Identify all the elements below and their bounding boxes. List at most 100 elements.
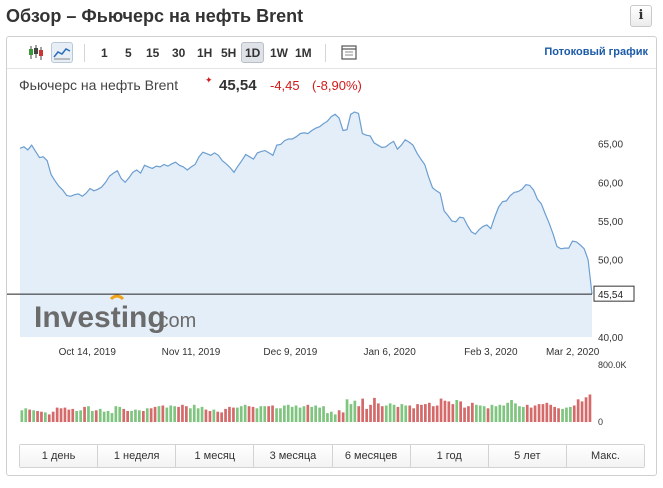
volume-tick-label: 0 (598, 417, 603, 427)
period-15-button[interactable]: 15 (146, 46, 160, 60)
volume-bar (428, 402, 431, 423)
volume-bar (420, 404, 423, 422)
volume-bar (177, 406, 180, 422)
volume-bar (431, 406, 435, 422)
instrument-price: 45,54 (219, 77, 257, 94)
toolbar-divider (325, 44, 326, 62)
streaming-chart-link[interactable]: Потоковый график (544, 46, 648, 58)
volume-bar (490, 404, 494, 422)
info-icon[interactable]: i (630, 5, 652, 27)
range-1-day-button[interactable]: 1 день (20, 445, 99, 467)
volume-bar (114, 406, 118, 422)
volume-bar (471, 402, 474, 423)
volume-bar (298, 407, 302, 422)
volume-bar (314, 405, 317, 422)
full-chart-icon[interactable] (338, 42, 360, 63)
period-1d-button[interactable]: 1D (241, 42, 265, 63)
volume-bar (557, 408, 560, 423)
range-1-month-button[interactable]: 1 месяц (176, 445, 255, 467)
volume-bar (310, 406, 314, 422)
volume-bar (161, 405, 165, 422)
range-max-button[interactable]: Макс. (566, 445, 644, 467)
volume-bar (208, 411, 212, 422)
instrument-change-percent: (-8,90%) (312, 78, 362, 93)
volume-bar (447, 401, 451, 422)
volume-bar (424, 404, 427, 422)
range-1-week-button[interactable]: 1 неделя (98, 445, 177, 467)
volume-bar (408, 405, 412, 422)
volume-bar (271, 405, 274, 422)
y-tick-label: 60,00 (598, 178, 623, 189)
volume-bar (545, 402, 549, 423)
range-3-months-button[interactable]: 3 месяца (254, 445, 333, 467)
volume-bar (290, 406, 294, 422)
volume-bar (59, 408, 63, 423)
area-chart-icon[interactable] (51, 42, 73, 63)
volume-bar (91, 411, 94, 422)
x-tick-label: Nov 11, 2019 (162, 347, 221, 358)
volume-bar (459, 401, 462, 422)
candlestick-chart-icon[interactable] (25, 42, 47, 63)
volume-bar (537, 404, 541, 422)
volume-bar (130, 411, 133, 422)
volume-bar (580, 401, 584, 422)
volume-bar (584, 397, 588, 423)
volume-bar (63, 407, 67, 422)
volume-bar (44, 412, 47, 422)
period-5h-button[interactable]: 5H (221, 46, 237, 60)
volume-bar (326, 413, 329, 422)
volume-bar (102, 411, 106, 422)
x-tick-label: Dec 9, 2019 (263, 347, 317, 358)
x-tick-label: Mar 2, 2020 (546, 347, 600, 358)
volume-bar (294, 405, 298, 422)
volume-bar (83, 406, 86, 422)
volume-bar (286, 404, 290, 422)
volume-bar (529, 407, 533, 422)
period-1-button[interactable]: 1 (101, 46, 108, 60)
volume-bar (20, 410, 24, 422)
volume-bar (228, 406, 231, 422)
volume-bar (149, 408, 153, 423)
volume-bar (67, 409, 71, 422)
volume-bar (576, 399, 580, 422)
volume-bar (142, 411, 145, 422)
volume-bar (455, 400, 459, 422)
range-1-year-button[interactable]: 1 год (410, 445, 489, 467)
volume-bar (349, 404, 353, 422)
volume-bar (569, 406, 572, 422)
volume-bar (71, 408, 75, 422)
volume-bar (32, 410, 35, 422)
x-tick-label: Jan 6, 2020 (364, 347, 417, 358)
volume-bar (236, 407, 239, 422)
x-tick-label: Oct 14, 2019 (59, 347, 117, 358)
volume-bar (439, 398, 443, 422)
volume-bar (400, 404, 404, 422)
period-5-button[interactable]: 5 (125, 46, 132, 60)
volume-bar (243, 404, 247, 422)
price-chart[interactable]: Investing.com 45,54 65,00 60,00 55,00 50,00 40… (7, 37, 656, 437)
volume-bar (55, 407, 59, 422)
volume-bar (134, 409, 137, 422)
volume-bar (169, 405, 173, 422)
volume-bar (263, 406, 267, 422)
volume-bar (565, 407, 568, 422)
range-6-months-button[interactable]: 6 месяцев (332, 445, 411, 467)
volume-bar (322, 406, 325, 422)
volume-tick-label: 800.0K (598, 360, 627, 370)
range-5-years-button[interactable]: 5 лет (488, 445, 567, 467)
period-1w-button[interactable]: 1W (270, 46, 288, 60)
period-1h-button[interactable]: 1H (197, 46, 213, 60)
volume-bar (486, 408, 490, 423)
volume-bar (377, 403, 380, 422)
volume-bar (510, 400, 513, 422)
volume-bar (478, 405, 482, 422)
period-30-button[interactable]: 30 (172, 46, 186, 60)
period-1m-button[interactable]: 1M (295, 46, 312, 60)
volume-bar (28, 409, 31, 422)
down-arrow-icon: ✦ (205, 75, 213, 85)
volume-bar (232, 407, 235, 422)
volume-bar (275, 408, 278, 423)
volume-bar (24, 408, 28, 423)
volume-bar (216, 411, 220, 422)
y-tick-label: 40,00 (598, 333, 623, 344)
